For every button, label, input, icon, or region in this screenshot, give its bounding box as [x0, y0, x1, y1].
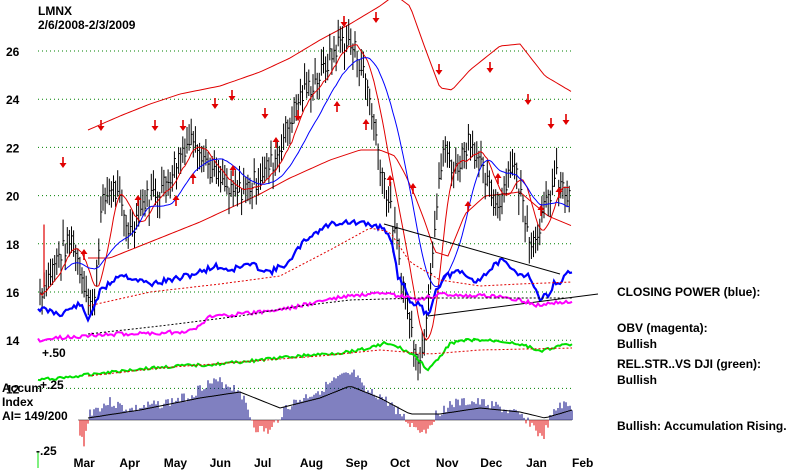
price-gridlines	[38, 50, 572, 389]
upper-band	[87, 0, 572, 131]
accum-ma	[87, 386, 573, 419]
x-axis: Mar Apr May Jun Jul Aug Sep Oct Nov Dec Jan Feb	[37, 452, 593, 470]
sell-arrow	[547, 118, 555, 129]
sell-arrow	[97, 120, 105, 131]
trendline-lower	[427, 293, 599, 317]
sell-arrow	[435, 64, 443, 75]
label-ai: AI= 149/200	[2, 409, 68, 423]
x-tick-feb: Feb	[572, 456, 593, 470]
label-minus-25: -.25	[36, 444, 57, 458]
note-relstr-state: Bullish	[617, 373, 658, 387]
note-relstr-label: REL.STR..VS DJI (green):	[617, 357, 762, 371]
buy-arrow	[333, 101, 341, 112]
closing-power-panel	[37, 218, 599, 323]
note-obv-state: Bullish	[617, 337, 658, 351]
accumulation-index-panel	[78, 369, 573, 447]
label-plus-50: +.50	[42, 346, 66, 360]
x-tick-dec: Dec	[480, 456, 502, 470]
y-axis-tick-labels: 12 14 16 18 20 22 24 26	[6, 45, 20, 396]
x-tick-oct: Oct	[390, 456, 410, 470]
trendline-upper	[383, 223, 561, 275]
buy-arrow	[229, 165, 237, 176]
obv-ma	[87, 297, 572, 335]
sell-arrow	[340, 16, 348, 27]
buy-arrow	[172, 195, 180, 206]
x-tick-nov: Nov	[436, 456, 459, 470]
sell-arrow	[524, 94, 532, 105]
y-tick-24: 24	[6, 93, 20, 107]
label-index: Index	[2, 395, 34, 409]
buy-arrow	[134, 195, 142, 206]
y-tick-20: 20	[6, 190, 20, 204]
note-bullish: Bullish: Accumulation Rising.	[617, 419, 787, 433]
x-tick-jul: Jul	[254, 456, 271, 470]
buy-arrow	[362, 119, 370, 130]
x-tick-may: May	[164, 456, 188, 470]
sell-arrow	[211, 98, 219, 109]
y-tick-26: 26	[6, 45, 20, 59]
signal-arrows	[59, 12, 570, 260]
buy-arrow	[555, 187, 563, 198]
y-tick-18: 18	[6, 238, 20, 252]
sell-arrow	[151, 120, 159, 131]
buy-arrow	[272, 137, 280, 148]
closing-power-ma	[87, 227, 573, 307]
label-accum: Accum	[2, 381, 42, 395]
buy-arrow	[494, 173, 502, 184]
obv-line	[37, 291, 573, 343]
x-tick-sep: Sep	[346, 456, 368, 470]
note-obv-label: OBV (magenta):	[617, 321, 708, 335]
buy-arrow	[189, 173, 197, 184]
relstr-line	[37, 337, 573, 382]
label-plus-25: +.25	[40, 378, 64, 392]
x-tick-apr: Apr	[119, 456, 140, 470]
x-tick-aug: Aug	[300, 456, 323, 470]
relstr-ma	[87, 347, 573, 377]
y-tick-12: 12	[6, 382, 20, 396]
obv-and-relstr-panel	[37, 291, 573, 382]
y-tick-22: 22	[6, 141, 20, 155]
x-tick-mar: Mar	[74, 456, 96, 470]
y-tick-14: 14	[6, 334, 20, 348]
sell-arrow	[294, 110, 302, 121]
date-range: 2/6/2008-2/3/2009	[38, 18, 136, 32]
y-tick-16: 16	[6, 286, 20, 300]
sell-arrow	[486, 62, 494, 73]
sell-arrow	[562, 114, 570, 125]
buy-arrow	[80, 249, 88, 260]
sell-arrow	[372, 12, 380, 23]
buy-arrow	[409, 183, 417, 194]
ma-50-line	[64, 57, 570, 288]
closing-power-line	[37, 218, 573, 323]
sell-arrow	[228, 90, 236, 101]
ma-21-line	[39, 44, 570, 341]
sell-arrow	[179, 120, 187, 131]
x-tick-jun: Jun	[210, 456, 231, 470]
lower-band	[88, 149, 572, 259]
buy-arrow	[464, 201, 472, 212]
sell-arrow	[261, 108, 269, 119]
note-closing-power: CLOSING POWER (blue):	[617, 285, 761, 299]
buy-arrow	[537, 205, 545, 216]
moving-averages	[39, 44, 570, 341]
price-bars	[39, 19, 571, 381]
sell-arrow	[59, 157, 67, 168]
x-tick-jan: Jan	[526, 456, 547, 470]
ticker-title: LMNX	[38, 4, 72, 18]
buy-arrow	[386, 175, 394, 186]
